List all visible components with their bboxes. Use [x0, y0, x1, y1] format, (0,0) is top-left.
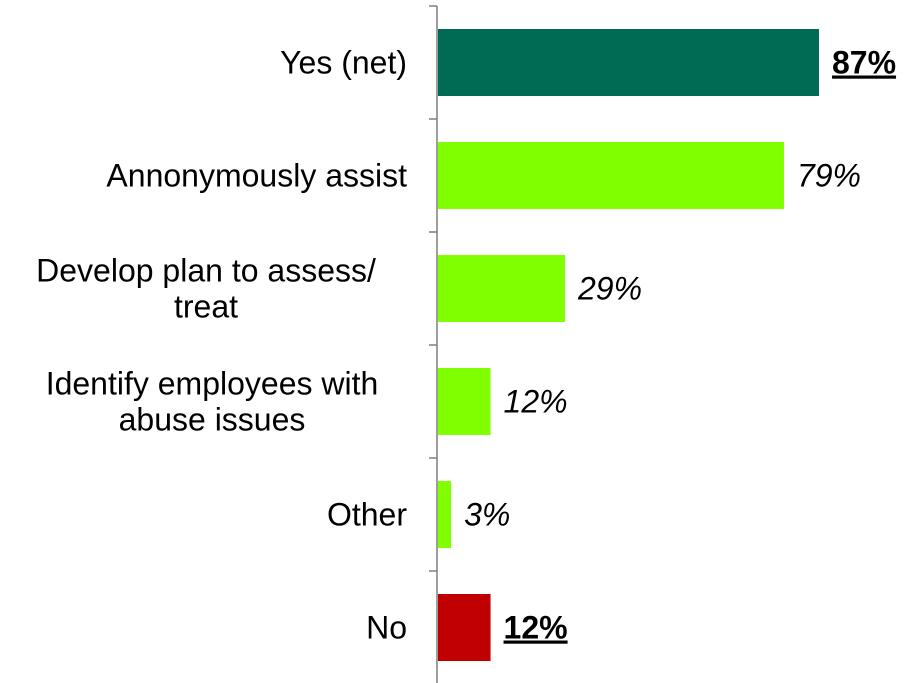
category-label: Yes (net): [280, 45, 407, 81]
bar: [438, 29, 819, 96]
category-label: No: [366, 610, 407, 646]
axis-layer: [429, 5, 438, 683]
bar: [438, 368, 491, 435]
category-label: Annonymously assist: [106, 158, 407, 194]
data-label: 79%: [797, 158, 861, 194]
bars-layer: [438, 29, 819, 661]
bar: [438, 481, 452, 548]
category-label: Other: [327, 497, 407, 533]
data-label: 29%: [577, 271, 642, 307]
data-label: 87%: [832, 45, 896, 81]
data-label: 12%: [504, 610, 568, 646]
category-label: Develop plan to assess/treat: [36, 253, 376, 325]
bar: [438, 255, 565, 322]
labels-layer: Yes (net) 87% Annonymously assist 79% Develo…: [36, 45, 896, 646]
data-label: 3%: [464, 497, 510, 533]
bar: [438, 142, 784, 209]
bar: [438, 594, 491, 661]
category-label: Identify employees with abuse issues: [46, 366, 379, 438]
data-label: 12%: [504, 384, 568, 420]
